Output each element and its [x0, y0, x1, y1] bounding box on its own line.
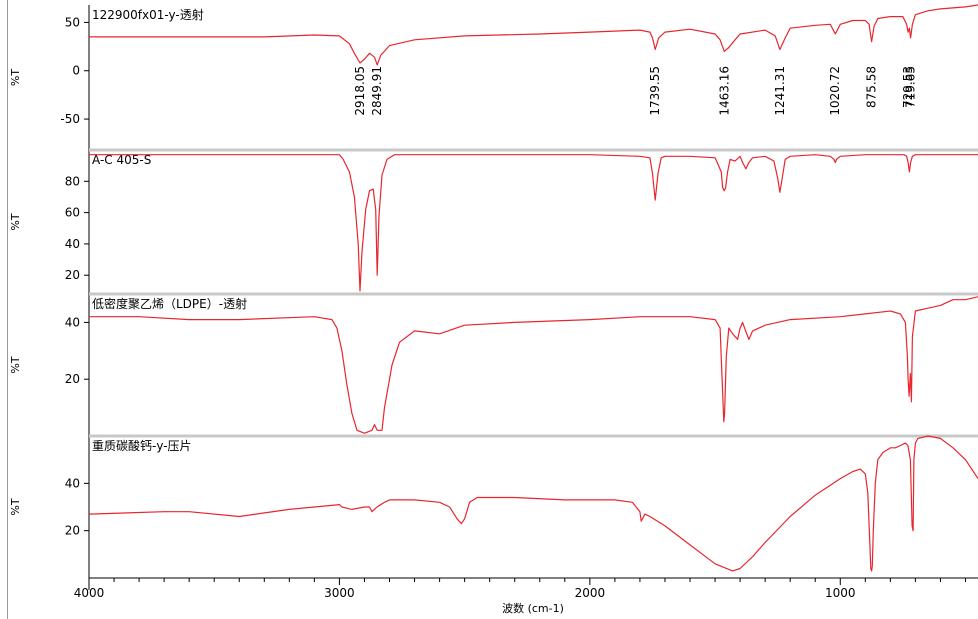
y-tick-label-50: 50: [65, 15, 80, 29]
spectrum-panels: 122900fx01-y-透射 %T 50 0 -50 2918.05 2849.91 173…: [9, 4, 978, 578]
y-tick-label-60: 60: [65, 206, 80, 220]
y-tick-label-20: 20: [65, 524, 80, 538]
panel-1-y-axis-label: %T: [9, 69, 22, 86]
y-tick-label-20: 20: [65, 268, 80, 282]
panel-3-title: 低密度聚乙烯（LDPE）-透射: [92, 296, 247, 311]
y-tick-label-0: 0: [72, 64, 80, 78]
y-tick-label-20: 20: [65, 372, 80, 386]
panel-2: A-C 405-S %T 80 60 40 20: [9, 148, 978, 294]
y-tick-label-50: -50: [60, 112, 80, 126]
spectrum-line-4: [88, 435, 978, 572]
panel-2-title: A-C 405-S: [92, 153, 151, 167]
peak-label-875-58: 875.58: [864, 66, 878, 108]
panel-4-title: 重质碳酸钙-y-压片: [92, 438, 192, 453]
peak-label-2918-05: 2918.05: [353, 66, 367, 116]
peak-label-719-65: 719.65: [904, 66, 918, 108]
y-tick-label-40: 40: [65, 315, 80, 329]
panel-3-y-axis-label: %T: [9, 356, 22, 373]
x-axis: 4000 3000 2000 1000: [74, 577, 978, 600]
spectrum-line-3: [89, 296, 978, 434]
y-tick-label-40: 40: [65, 237, 80, 251]
peak-label-2849-91: 2849.91: [370, 66, 384, 116]
panel-2-y-axis-label: %T: [9, 213, 22, 230]
x-tick-label-2000: 2000: [575, 586, 606, 600]
window-left-border: [7, 0, 8, 619]
peak-label-1020-72: 1020.72: [828, 66, 842, 116]
y-tick-label-80: 80: [65, 174, 80, 188]
x-tick-label-4000: 4000: [74, 586, 105, 600]
peak-label-729-53: 729.53: [901, 66, 915, 108]
peak-label-1241-31: 1241.31: [773, 66, 787, 116]
panel-1: 122900fx01-y-透射 %T 50 0 -50 2918.05 2849.91 173…: [9, 4, 978, 150]
panel-4: 重质碳酸钙-y-压片 %T 40 20: [9, 434, 978, 578]
panel-4-y-axis-label: %T: [9, 498, 22, 515]
x-axis-title: 波数 (cm-1): [502, 602, 564, 615]
x-tick-label-1000: 1000: [825, 586, 856, 600]
x-tick-label-3000: 3000: [324, 586, 355, 600]
spectrum-line-2: [89, 154, 978, 292]
peak-label-1463-16: 1463.16: [717, 66, 731, 116]
y-tick-label-40: 40: [65, 476, 80, 490]
panel-1-title: 122900fx01-y-透射: [92, 7, 204, 22]
panel-3: 低密度聚乙烯（LDPE）-透射 %T 40 20: [9, 292, 978, 436]
peak-label-1739-55: 1739.55: [648, 66, 662, 116]
spectrum-line-1: [89, 4, 978, 66]
